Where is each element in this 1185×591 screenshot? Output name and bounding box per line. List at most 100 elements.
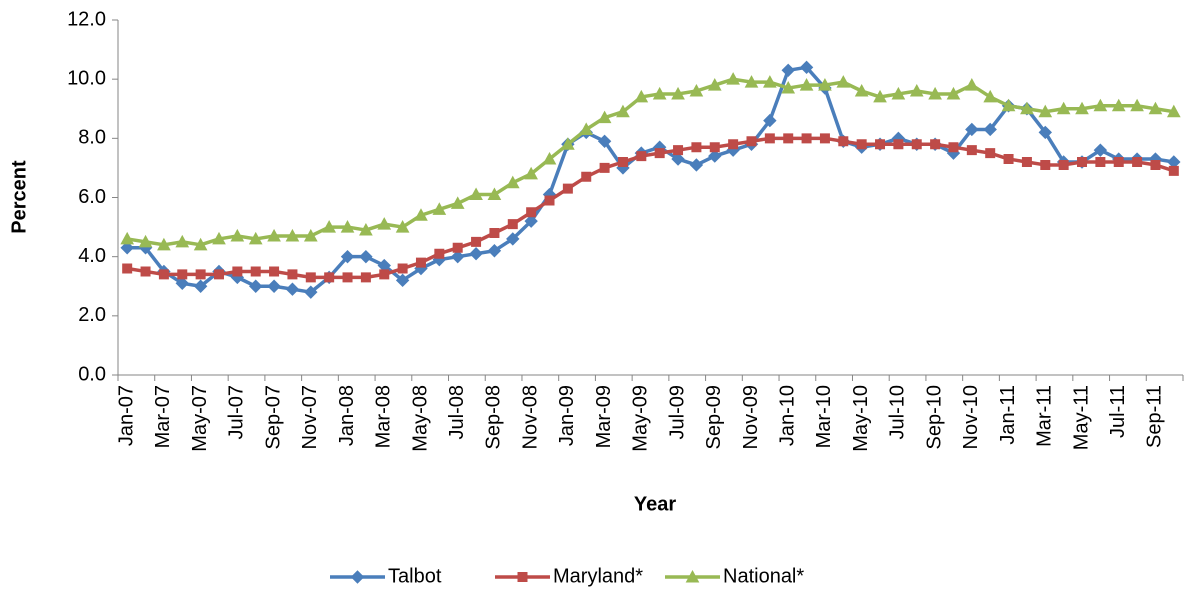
- x-tick-label: May-08: [409, 385, 431, 452]
- marker: [708, 149, 722, 163]
- marker: [1075, 101, 1089, 115]
- marker: [120, 241, 134, 255]
- x-tick-label: May-10: [850, 385, 872, 452]
- marker: [726, 72, 740, 85]
- marker: [267, 228, 281, 242]
- marker: [1095, 157, 1106, 167]
- x-tick-label: Jul-11: [1107, 385, 1129, 438]
- marker: [1093, 143, 1108, 157]
- marker: [487, 187, 502, 201]
- marker: [1111, 98, 1126, 112]
- marker: [359, 249, 373, 264]
- x-tick-label: Sep-10: [923, 385, 945, 450]
- series-line: [127, 65, 1175, 294]
- marker: [636, 151, 647, 162]
- marker: [195, 269, 206, 280]
- marker: [799, 78, 814, 91]
- marker: [542, 151, 557, 165]
- marker: [654, 148, 665, 159]
- marker: [544, 195, 555, 206]
- marker: [505, 175, 520, 189]
- marker: [342, 272, 353, 283]
- marker: [746, 136, 757, 147]
- y-tick-label: 10.0: [67, 67, 106, 89]
- x-tick-label: Jan-07: [115, 385, 137, 446]
- marker: [157, 237, 171, 251]
- y-tick-label: 12.0: [67, 8, 106, 30]
- x-tick-label: Mar-08: [373, 385, 395, 448]
- y-tick-label: 2.0: [78, 304, 106, 326]
- marker: [1001, 98, 1016, 112]
- marker: [395, 220, 410, 233]
- marker: [946, 86, 961, 100]
- x-tick-label: Nov-09: [740, 385, 762, 449]
- marker: [744, 75, 759, 88]
- marker: [599, 162, 610, 173]
- marker: [177, 269, 188, 280]
- marker: [673, 145, 684, 156]
- x-tick-label: Nov-07: [299, 385, 321, 449]
- marker: [856, 139, 867, 150]
- marker: [597, 110, 612, 124]
- marker: [634, 89, 649, 103]
- x-tick-label: Jul-10: [887, 385, 909, 439]
- marker: [873, 89, 887, 103]
- marker: [487, 244, 502, 258]
- marker: [122, 263, 133, 274]
- marker: [340, 220, 355, 233]
- x-tick-label: Jul-09: [666, 385, 688, 439]
- marker: [414, 208, 428, 221]
- x-axis-label: Year: [634, 493, 676, 515]
- x-tick-label: Mar-07: [152, 385, 174, 448]
- marker: [985, 148, 996, 159]
- marker: [138, 234, 153, 248]
- series-line: [126, 136, 1175, 280]
- marker: [193, 237, 208, 251]
- marker: [781, 63, 795, 77]
- marker: [285, 282, 300, 296]
- marker: [1093, 98, 1108, 112]
- marker: [1003, 154, 1014, 165]
- marker: [250, 266, 261, 277]
- marker: [764, 133, 775, 144]
- x-tick-label: Sep-11: [1144, 385, 1166, 448]
- marker: [359, 222, 373, 236]
- marker: [469, 187, 483, 201]
- marker: [1113, 157, 1124, 167]
- marker: [304, 285, 318, 299]
- x-tick-label: Jul-07: [226, 385, 248, 439]
- x-tick-label: Nov-08: [519, 385, 541, 449]
- x-tick-label: May-07: [189, 385, 211, 452]
- marker: [1077, 157, 1088, 167]
- marker: [983, 122, 997, 137]
- marker: [232, 266, 243, 277]
- marker: [875, 139, 886, 150]
- marker: [140, 266, 151, 277]
- marker: [526, 207, 537, 218]
- marker: [379, 269, 390, 280]
- marker: [838, 136, 849, 147]
- marker: [928, 86, 942, 100]
- marker: [524, 214, 538, 228]
- marker: [452, 242, 463, 253]
- series-line: [126, 77, 1175, 247]
- marker: [671, 86, 685, 100]
- marker: [854, 83, 869, 97]
- marker: [267, 279, 281, 293]
- marker: [909, 83, 924, 97]
- marker: [450, 196, 465, 209]
- marker: [709, 142, 720, 153]
- marker: [763, 113, 777, 128]
- marker: [652, 86, 667, 100]
- marker: [303, 228, 318, 242]
- legend-label: National*: [723, 565, 804, 587]
- marker: [616, 104, 630, 118]
- marker: [1038, 125, 1052, 140]
- marker: [783, 133, 794, 144]
- marker: [597, 134, 612, 148]
- marker: [434, 248, 445, 259]
- marker: [1020, 101, 1034, 115]
- x-tick-label: Jan-08: [336, 385, 358, 446]
- marker: [395, 273, 410, 288]
- marker: [836, 75, 851, 88]
